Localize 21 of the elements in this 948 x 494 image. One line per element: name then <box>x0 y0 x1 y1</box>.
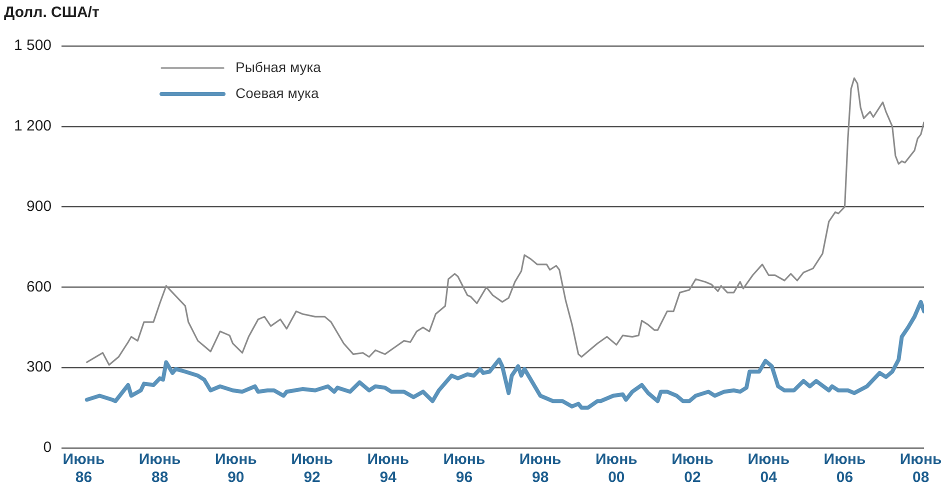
legend-label: Соевая мука <box>236 84 319 101</box>
x-tick-label: Июнь 96 <box>443 451 486 486</box>
y-tick-label: 1 200 <box>14 118 52 135</box>
x-tick-label: Июнь 94 <box>367 451 410 486</box>
legend-label: Рыбная мука <box>236 58 322 75</box>
y-tick-label: 600 <box>26 278 52 296</box>
x-tick-label: Июнь 00 <box>595 451 638 486</box>
y-axis-title: Долл. США/т <box>4 4 100 22</box>
x-tick-label: Июнь 92 <box>291 451 333 486</box>
x-tick-label: Июнь 04 <box>748 451 790 486</box>
x-tick-label: Июнь 98 <box>519 451 562 486</box>
x-tick-label: Июнь 90 <box>214 451 257 486</box>
x-tick-label: Июнь 06 <box>824 451 866 486</box>
x-tick-label: Июнь 88 <box>138 451 181 486</box>
y-tick-label: 300 <box>26 358 52 376</box>
y-tick-label: 0 <box>43 439 52 456</box>
x-tick-label: Июнь 86 <box>62 451 105 486</box>
y-tick-label: 900 <box>26 198 52 215</box>
x-tick-label: Июнь 02 <box>672 451 714 486</box>
y-tick-label: 1 500 <box>14 37 52 54</box>
x-tick-label: Июнь 08 <box>900 451 942 486</box>
